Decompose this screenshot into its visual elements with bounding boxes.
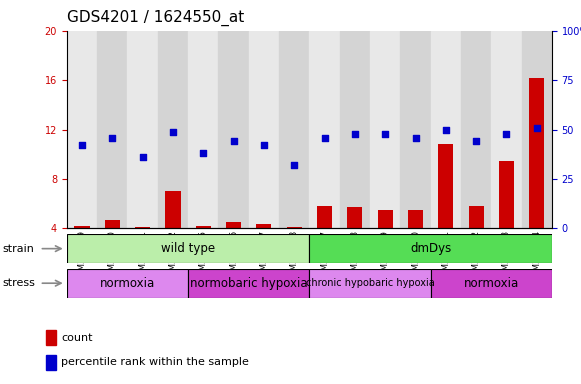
Point [168,129,178,135]
Point [381,131,390,137]
Text: chronic hypobaric hypoxia: chronic hypobaric hypoxia [306,278,435,288]
Bar [431,31,461,228]
Point [441,126,450,132]
Bar [499,161,514,228]
Text: normoxia: normoxia [100,277,155,290]
Bar [67,234,309,263]
Point [502,131,511,137]
Bar [218,31,249,228]
Bar [468,206,484,228]
Bar [127,31,158,228]
Bar [492,31,522,228]
Bar [431,269,552,298]
Bar [279,31,309,228]
Text: stress: stress [3,278,36,288]
Bar [67,269,188,298]
Bar [67,31,97,228]
Text: GDS4201 / 1624550_at: GDS4201 / 1624550_at [67,10,244,26]
Bar [45,355,56,370]
Bar [166,191,181,228]
Text: dmDys: dmDys [410,242,451,255]
Bar [309,234,552,263]
Bar [461,31,492,228]
Point [350,131,360,137]
Bar [400,31,431,228]
Point [138,154,147,161]
Bar [135,227,150,228]
Text: strain: strain [3,243,35,254]
Bar [378,210,393,228]
Bar [105,220,120,228]
Bar [74,226,89,228]
Point [199,150,208,156]
Point [229,138,238,144]
Bar [188,31,218,228]
Bar [45,330,56,345]
Bar [529,78,544,228]
Bar [438,144,453,228]
Point [411,134,420,141]
Point [259,142,268,149]
Bar [188,269,309,298]
Point [77,142,87,149]
Text: percentile rank within the sample: percentile rank within the sample [62,358,249,367]
Point [532,124,541,131]
Point [472,138,481,144]
Point [289,162,299,168]
Bar [347,207,363,228]
Point [107,134,117,141]
Text: normoxia: normoxia [464,277,519,290]
Bar [249,31,279,228]
Bar [317,206,332,228]
Text: wild type: wild type [161,242,215,255]
Bar [196,226,211,228]
Bar [158,31,188,228]
Bar [309,269,431,298]
Bar [408,210,423,228]
Point [320,134,329,141]
Bar [256,223,271,228]
Bar [370,31,400,228]
Bar [226,222,241,228]
Text: count: count [62,333,93,343]
Bar [286,227,302,228]
Bar [309,31,340,228]
Bar [97,31,127,228]
Bar [522,31,552,228]
Text: normobaric hypoxia: normobaric hypoxia [190,277,307,290]
Bar [340,31,370,228]
